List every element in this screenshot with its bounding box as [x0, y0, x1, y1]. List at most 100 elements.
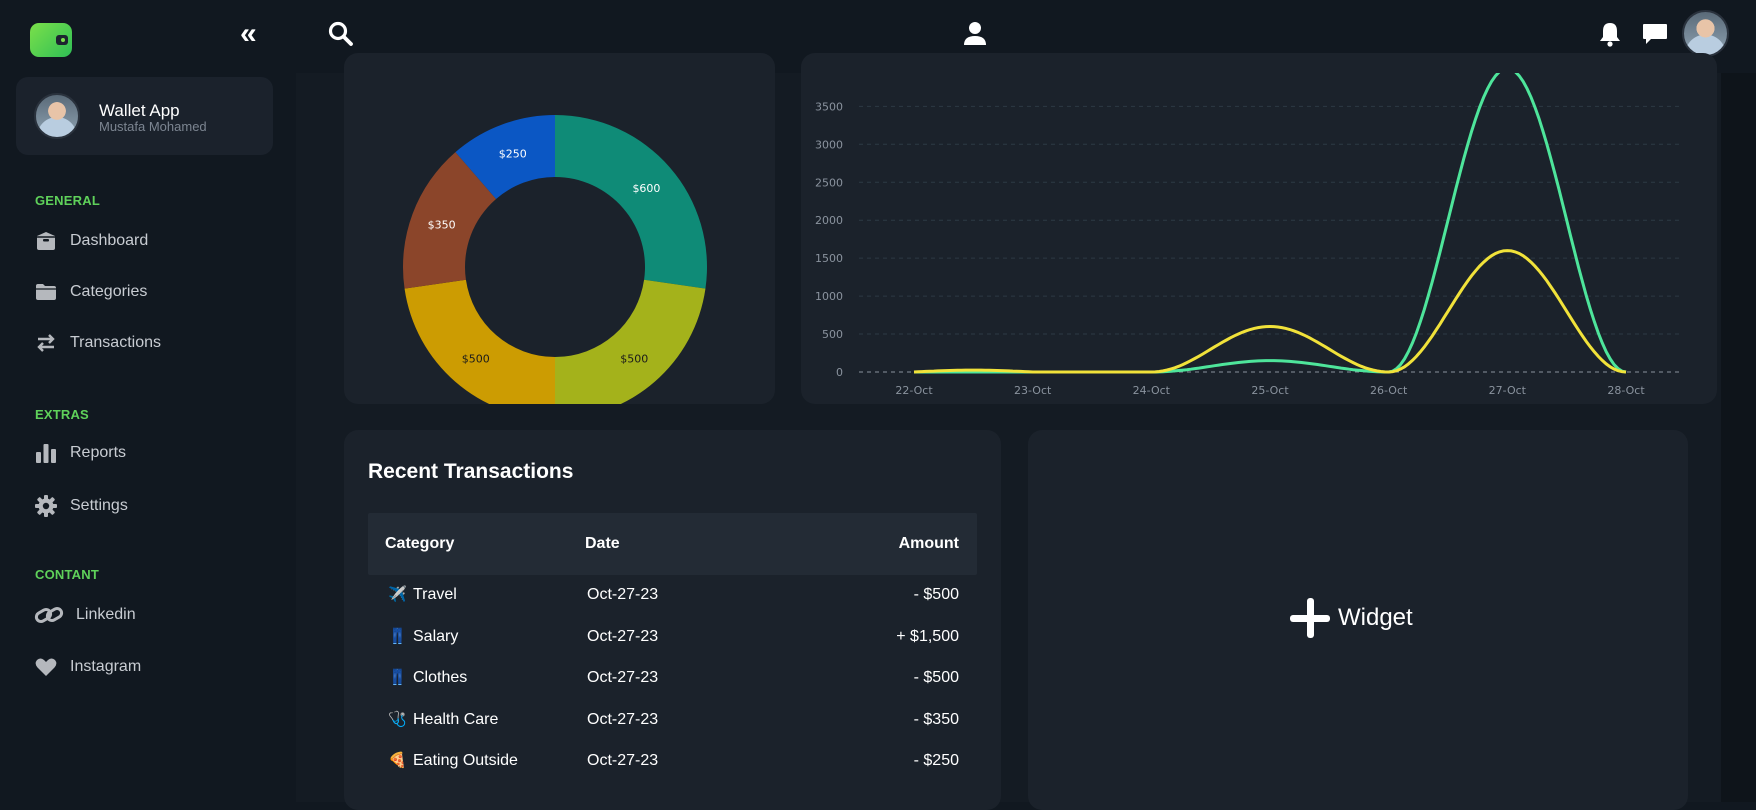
category-emoji-icon: 👖 [388, 669, 407, 686]
recent-transactions-title: Recent Transactions [368, 460, 574, 483]
scrollbar-track[interactable] [1721, 73, 1756, 802]
link-icon [34, 607, 64, 623]
bar-chart-icon [36, 444, 56, 463]
category-emoji-icon: ✈️ [388, 586, 407, 603]
section-title-general: GENERAL [35, 193, 100, 208]
table-row[interactable]: 👖 Salary Oct-27-23 + $1,500 [368, 617, 977, 658]
add-widget-card[interactable]: Widget [1028, 430, 1688, 810]
transaction-category: Salary [413, 627, 459, 645]
sidebar-item-reports[interactable]: Reports [34, 438, 126, 468]
sidebar-item-label: Transactions [70, 334, 161, 351]
x-tick-label: 26-Oct [1370, 384, 1408, 397]
table-header: Category Date Amount [368, 513, 977, 575]
sidebar-item-instagram[interactable]: Instagram [34, 652, 141, 682]
main-content: $600 $500 $500 $350 $250 0 500 1000 1500 2000 250… [296, 53, 1721, 810]
search-icon[interactable] [327, 20, 355, 48]
category-emoji-icon: 👖 [388, 627, 407, 645]
sidebar-item-categories[interactable]: Categories [34, 277, 147, 307]
y-tick-label: 1000 [815, 290, 843, 303]
app-title: Wallet App [99, 101, 180, 120]
column-header-amount[interactable]: Amount [898, 535, 959, 552]
transaction-amount: - $350 [913, 710, 959, 728]
donut-slice-label: $350 [428, 219, 456, 232]
column-header-category[interactable]: Category [385, 535, 455, 552]
x-tick-label: 23-Oct [1014, 384, 1052, 397]
folder-icon [36, 284, 56, 300]
y-tick-label: 0 [836, 366, 843, 379]
column-header-date[interactable]: Date [585, 535, 620, 552]
table-row[interactable]: 🩺 Health Care Oct-27-23 - $350 [368, 700, 977, 741]
donut-slice-label: $500 [462, 352, 490, 365]
x-tick-label: 28-Oct [1607, 384, 1645, 397]
transaction-amount: - $500 [913, 669, 959, 686]
donut-slice[interactable] [555, 279, 706, 419]
avatar [34, 93, 80, 139]
arrows-exchange-icon [37, 334, 55, 352]
y-tick-label: 3500 [815, 100, 843, 113]
sidebar-item-label: Dashboard [70, 232, 149, 249]
category-emoji-icon: 🍕 [388, 752, 407, 769]
x-tick-label: 22-Oct [895, 384, 933, 397]
x-tick-label: 27-Oct [1489, 384, 1527, 397]
line-chart-card: 0 500 1000 1500 2000 2500 3000 3500 22-Oct 23-Oct… [801, 53, 1717, 404]
transaction-amount: - $250 [913, 752, 959, 769]
table-row[interactable]: ✈️ Travel Oct-27-23 - $500 [368, 575, 977, 616]
sidebar-item-label: Categories [70, 283, 148, 300]
sidebar-item-settings[interactable]: Settings [34, 491, 128, 521]
transaction-category: Eating Outside [413, 752, 518, 769]
avatar[interactable] [1682, 10, 1729, 57]
sidebar-item-label: Reports [70, 444, 127, 461]
section-title-extras: EXTRAS [35, 407, 89, 422]
transaction-category: Health Care [413, 710, 499, 728]
add-widget-label: Widget [1338, 604, 1413, 631]
transaction-date: Oct-27-23 [587, 710, 659, 728]
recent-transactions-card: Recent Transactions Category Date Amount… [344, 430, 1001, 810]
x-tick-label: 24-Oct [1133, 384, 1171, 397]
y-tick-label: 500 [822, 328, 843, 341]
series-line[interactable] [913, 249, 1627, 374]
line-chart: 0 500 1000 1500 2000 2500 3000 3500 22-Oct 23-Oct… [815, 73, 1681, 397]
transaction-amount: - $500 [913, 586, 959, 603]
transaction-category: Clothes [413, 669, 468, 686]
transaction-date: Oct-27-23 [587, 627, 659, 645]
transaction-date: Oct-27-23 [587, 586, 659, 603]
heart-icon [35, 658, 57, 676]
y-tick-label: 1500 [815, 252, 843, 265]
transaction-category: Travel [413, 586, 457, 603]
sidebar: « Wallet App Mustafa Mohamed GENERAL Das… [0, 0, 296, 802]
sidebar-item-linkedin[interactable]: Linkedin [34, 600, 136, 630]
wallet-logo[interactable] [30, 23, 72, 57]
donut-slice[interactable] [555, 115, 707, 289]
chat-icon[interactable] [1641, 20, 1669, 48]
table-row[interactable]: 🍕 Eating Outside Oct-27-23 - $250 [368, 741, 977, 782]
donut-slice[interactable] [404, 279, 555, 419]
transaction-date: Oct-27-23 [587, 669, 659, 686]
bell-icon[interactable] [1596, 20, 1624, 48]
donut-chart-card: $600 $500 $500 $350 $250 [344, 53, 775, 419]
transaction-amount: + $1,500 [896, 627, 959, 645]
sidebar-item-label: Instagram [70, 658, 142, 675]
donut-slice-label: $250 [499, 148, 527, 161]
box-icon [37, 232, 55, 250]
category-emoji-icon: 🩺 [388, 710, 407, 728]
donut-slice[interactable] [403, 152, 497, 289]
donut-slice[interactable] [455, 115, 555, 199]
add-widget-button[interactable]: Widget [1290, 598, 1413, 638]
user-name: Mustafa Mohamed [99, 119, 207, 134]
y-tick-label: 3000 [815, 138, 843, 151]
donut-slice-label: $600 [632, 182, 660, 195]
sidebar-item-dashboard[interactable]: Dashboard [34, 226, 148, 256]
transaction-date: Oct-27-23 [587, 752, 659, 769]
plus-icon [1290, 598, 1330, 638]
y-tick-label: 2000 [815, 214, 843, 227]
user-icon[interactable] [961, 20, 989, 48]
table-row[interactable]: 👖 Clothes Oct-27-23 - $500 [368, 658, 977, 699]
double-chevron-left-icon[interactable]: « [240, 17, 257, 50]
y-tick-label: 2500 [815, 176, 843, 189]
donut-chart: $600 $500 $500 $350 $250 [403, 115, 707, 419]
x-tick-label: 25-Oct [1251, 384, 1289, 397]
profile-card[interactable]: Wallet App Mustafa Mohamed [16, 77, 273, 155]
sidebar-item-transactions[interactable]: Transactions [34, 328, 161, 358]
sidebar-item-label: Linkedin [76, 606, 136, 623]
section-title-contant: CONTANT [35, 567, 99, 582]
